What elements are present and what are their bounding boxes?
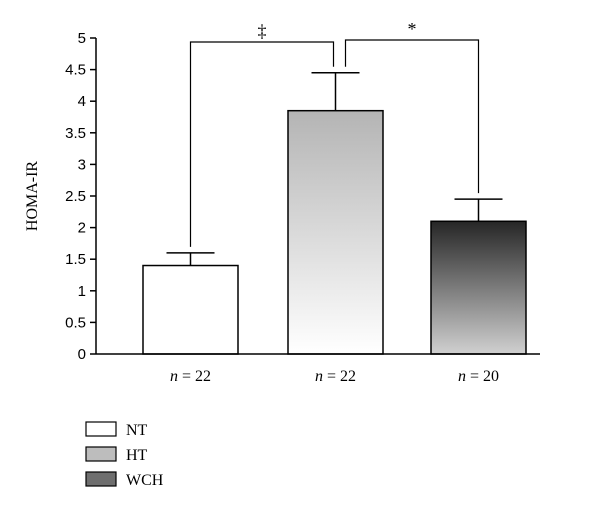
- category-label: n = 22: [170, 368, 211, 385]
- y-tick-label: 3: [78, 156, 86, 173]
- y-tick-label: 1.5: [65, 251, 86, 268]
- bars: [142, 72, 527, 355]
- y-tick-label: 4.5: [65, 62, 86, 79]
- y-axis: 0 0.5 1 1.5 2 2.5 3 3.5 4 4.5 5: [65, 30, 97, 363]
- legend-swatch-ht: [85, 446, 117, 462]
- category-labels: n = 22 n = 22 n = 20: [170, 368, 499, 385]
- legend: NT HT WCH: [85, 421, 164, 489]
- y-tick-label: 3.5: [65, 125, 86, 142]
- legend-swatch-nt: [85, 421, 117, 437]
- significance-bracket: [189, 41, 335, 247]
- legend-label: HT: [126, 447, 148, 464]
- significance-label: ‡: [258, 21, 267, 41]
- significance-bracket: [344, 39, 480, 194]
- significance-label: *: [408, 19, 417, 39]
- y-tick-label: 2.5: [65, 188, 86, 205]
- y-axis-title: HOMA-IR: [24, 161, 41, 232]
- y-tick-label: 0.5: [65, 314, 86, 331]
- legend-swatch-wch: [85, 471, 117, 487]
- legend-label: NT: [126, 422, 148, 439]
- y-tick-label: 2: [78, 220, 86, 237]
- y-tick-label: 1: [78, 283, 86, 300]
- legend-label: WCH: [126, 472, 164, 489]
- bar-wch: [430, 220, 527, 355]
- category-label: n = 20: [458, 368, 499, 385]
- bar-ht: [287, 109, 384, 355]
- bar-nt: [142, 264, 239, 355]
- y-tick-label: 4: [78, 93, 86, 110]
- y-tick-label: 0: [78, 346, 86, 363]
- category-label: n = 22: [315, 368, 356, 385]
- y-tick-label: 5: [78, 30, 86, 47]
- significance-annotations: ‡ *: [189, 19, 480, 247]
